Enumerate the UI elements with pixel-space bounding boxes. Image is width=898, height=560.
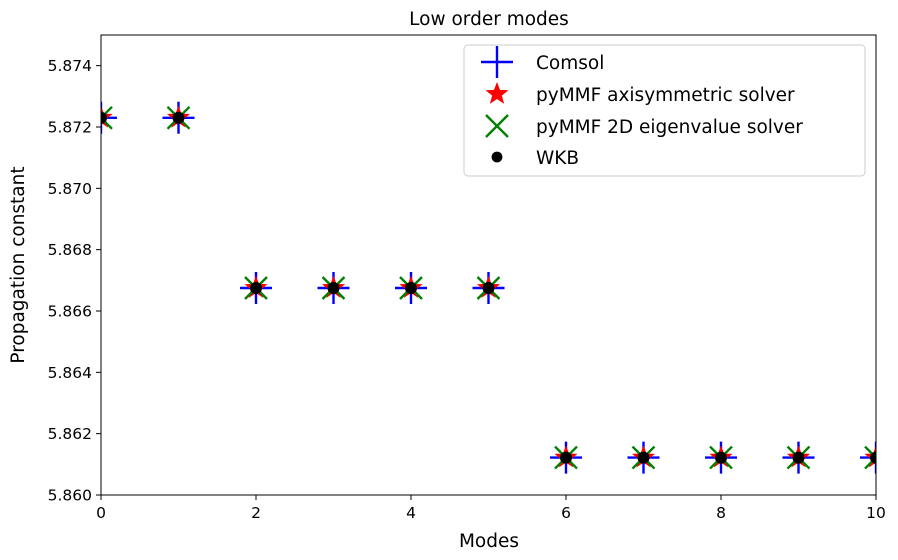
legend-label: WKB bbox=[536, 148, 579, 169]
x-tick-label: 10 bbox=[866, 504, 886, 522]
y-axis-label: Propagation constant bbox=[8, 166, 29, 363]
y-axis: 5.860 5.862 5.864 5.866 5.868 5.870 5.872 5.874 bbox=[48, 57, 101, 505]
x-tick-label: 4 bbox=[406, 504, 416, 522]
data-point bbox=[250, 282, 262, 294]
x-axis: 0 2 4 6 8 10 bbox=[96, 495, 886, 522]
y-tick-label: 5.866 bbox=[48, 303, 92, 321]
x-axis-label: Modes bbox=[459, 531, 519, 552]
data-point bbox=[864, 445, 876, 470]
chart-title: Low order modes bbox=[409, 9, 569, 30]
data-point bbox=[715, 451, 727, 464]
data-point bbox=[172, 111, 185, 124]
data-point bbox=[870, 451, 876, 464]
data-point bbox=[101, 111, 107, 124]
legend-box bbox=[463, 44, 866, 177]
data-point bbox=[327, 282, 340, 294]
series-3 bbox=[101, 111, 876, 464]
plot-area bbox=[101, 101, 876, 474]
y-tick-label: 5.864 bbox=[48, 364, 92, 382]
legend-entry: Comsol bbox=[481, 46, 604, 78]
legend-label: pyMMF axisymmetric solver bbox=[536, 85, 795, 106]
data-point bbox=[482, 282, 495, 294]
data-point bbox=[560, 451, 572, 464]
data-point bbox=[792, 451, 805, 464]
legend-marker bbox=[491, 151, 503, 163]
legend-entry: pyMMF 2D eigenvalue solver bbox=[485, 114, 803, 138]
legend-marker bbox=[485, 114, 509, 138]
legend-label: Comsol bbox=[536, 53, 604, 74]
y-tick-label: 5.870 bbox=[48, 180, 92, 198]
y-tick-label: 5.862 bbox=[48, 425, 92, 443]
data-point bbox=[101, 105, 113, 130]
x-tick-label: 2 bbox=[251, 504, 261, 522]
legend-label: pyMMF 2D eigenvalue solver bbox=[536, 117, 803, 138]
x-tick-label: 6 bbox=[561, 504, 571, 522]
legend-marker bbox=[481, 46, 513, 78]
data-point bbox=[860, 441, 876, 474]
data-point bbox=[637, 451, 650, 464]
x-tick-label: 8 bbox=[716, 504, 726, 522]
legend-marker bbox=[485, 81, 509, 104]
y-tick-label: 5.872 bbox=[48, 119, 92, 137]
legend-entry: pyMMF axisymmetric solver bbox=[485, 81, 795, 106]
y-tick-label: 5.860 bbox=[48, 487, 92, 505]
y-tick-label: 5.868 bbox=[48, 241, 92, 259]
data-point bbox=[405, 282, 417, 294]
data-point bbox=[101, 101, 117, 134]
y-tick-label: 5.874 bbox=[48, 57, 92, 75]
plot-frame bbox=[100, 34, 877, 496]
x-tick-label: 0 bbox=[96, 504, 106, 522]
legend-entry: WKB bbox=[491, 148, 579, 169]
legend: Comsol pyMMF axisymmetric solver pyMMF 2D … bbox=[463, 44, 866, 177]
